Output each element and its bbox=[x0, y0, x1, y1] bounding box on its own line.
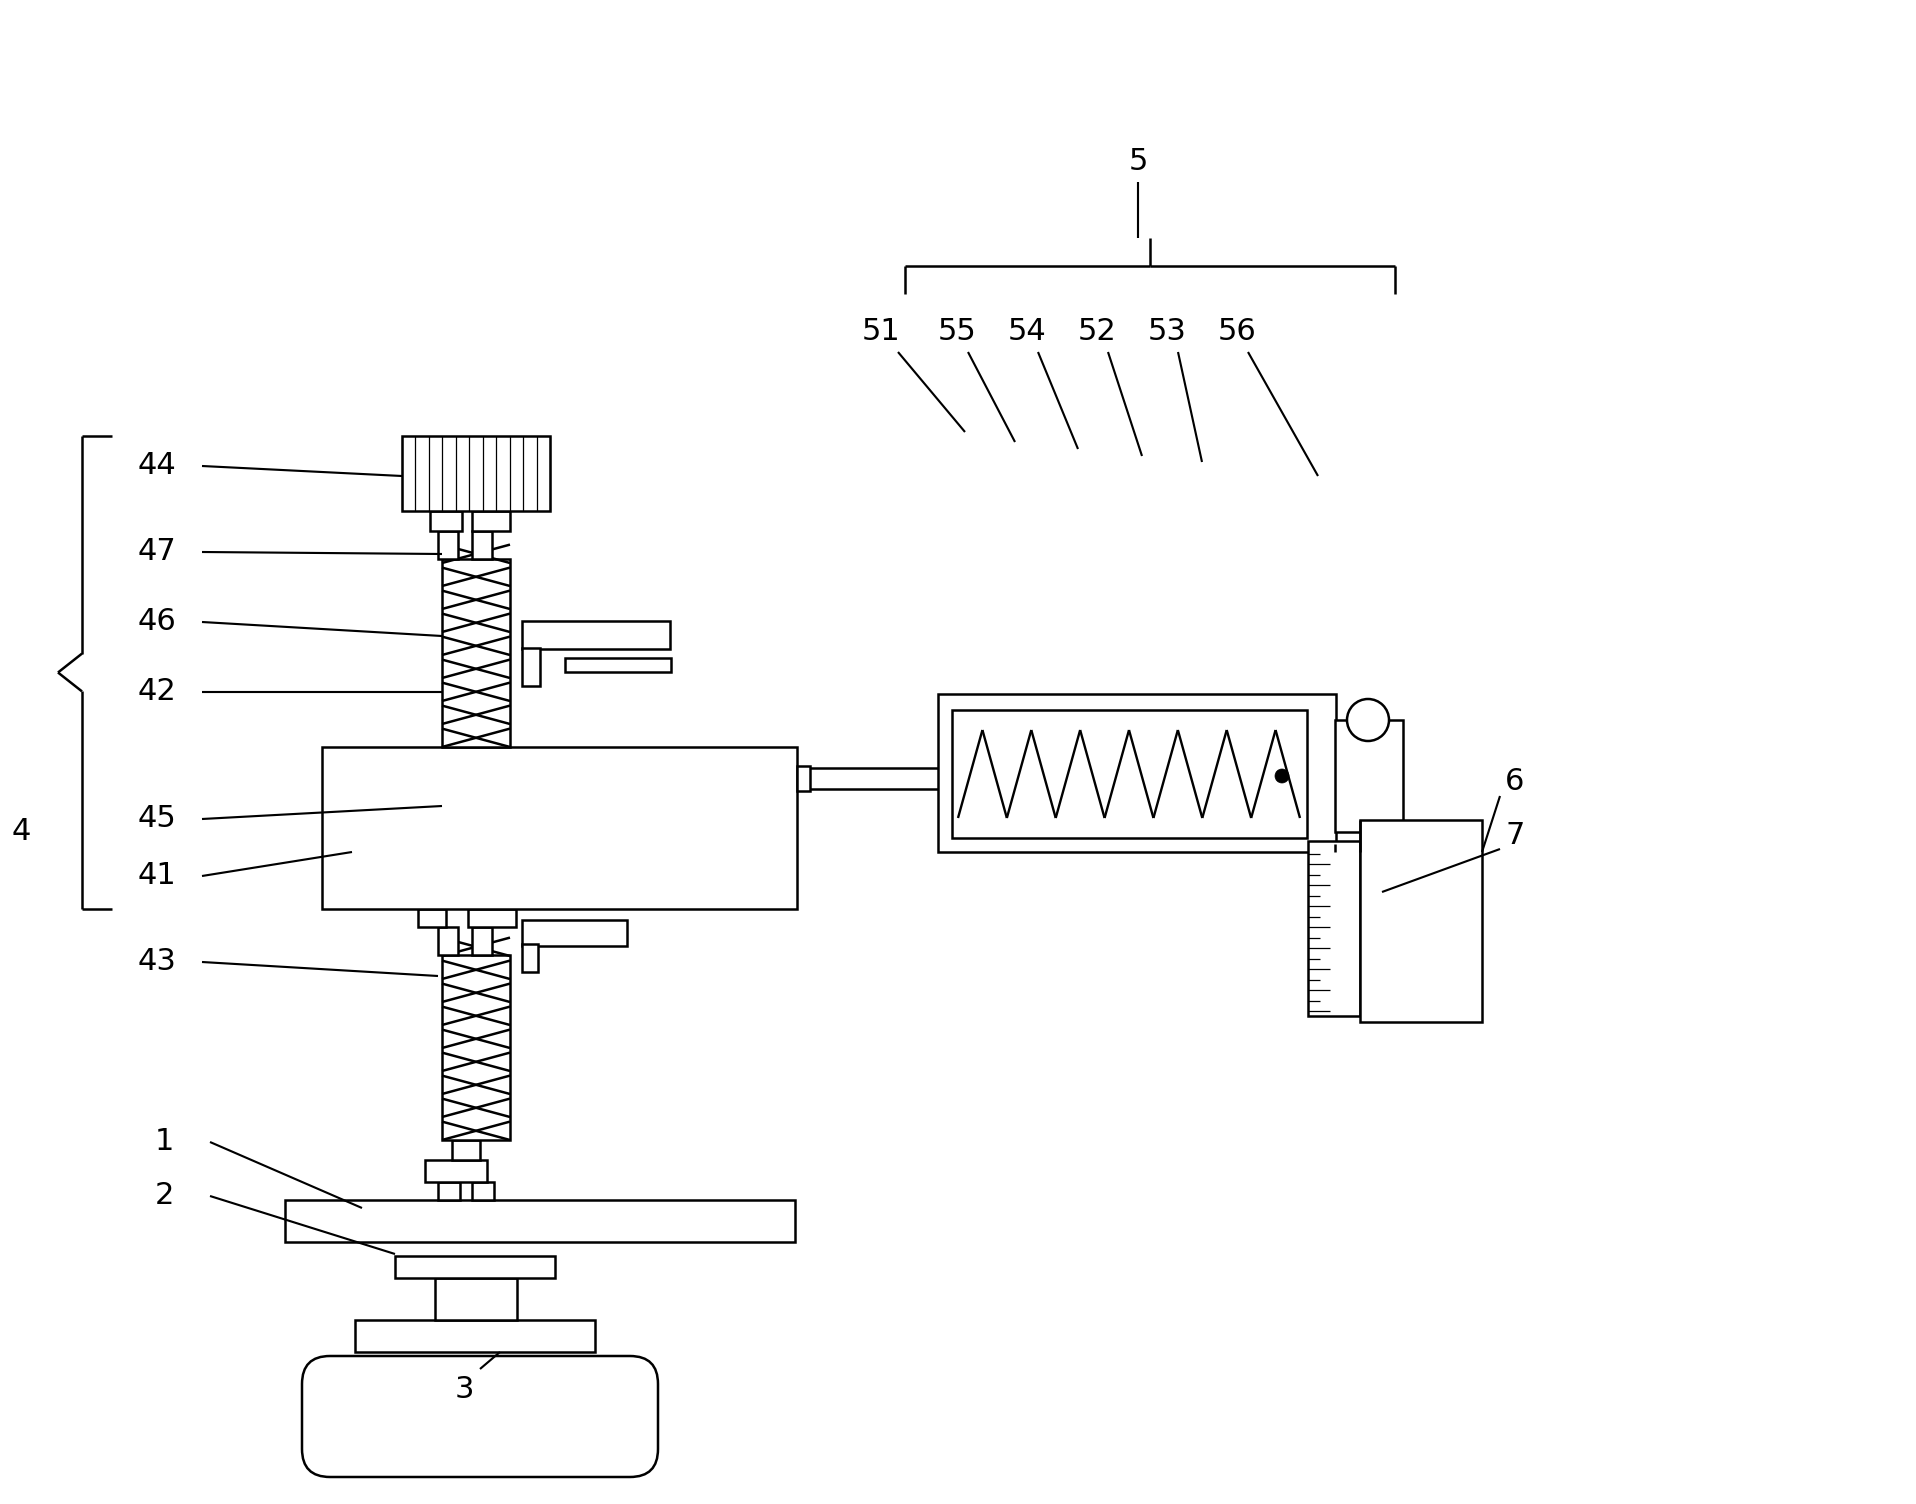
Text: 3: 3 bbox=[454, 1375, 475, 1403]
Bar bbox=[797, 766, 810, 791]
Text: 2: 2 bbox=[155, 1182, 174, 1211]
Text: 1: 1 bbox=[155, 1128, 174, 1157]
Text: 7: 7 bbox=[1504, 821, 1525, 850]
Bar bbox=[1360, 820, 1481, 1023]
Bar bbox=[435, 1278, 517, 1321]
Text: 45: 45 bbox=[138, 805, 176, 833]
Circle shape bbox=[1347, 699, 1389, 741]
Bar bbox=[471, 1182, 494, 1200]
Bar bbox=[939, 693, 1335, 851]
Bar bbox=[439, 926, 458, 955]
Text: 51: 51 bbox=[862, 317, 901, 346]
Text: 54: 54 bbox=[1008, 317, 1046, 346]
Bar bbox=[952, 710, 1307, 838]
Bar bbox=[468, 908, 515, 926]
Bar bbox=[395, 1256, 556, 1278]
Text: 42: 42 bbox=[138, 677, 176, 707]
Bar bbox=[439, 1182, 460, 1200]
Text: 55: 55 bbox=[939, 317, 977, 346]
Bar bbox=[443, 559, 510, 747]
Text: 53: 53 bbox=[1148, 317, 1186, 346]
Text: 56: 56 bbox=[1219, 317, 1257, 346]
Bar bbox=[471, 531, 492, 559]
Bar bbox=[402, 436, 550, 511]
Circle shape bbox=[1274, 769, 1289, 784]
Text: 41: 41 bbox=[138, 862, 176, 890]
Bar bbox=[443, 955, 510, 1140]
Bar bbox=[425, 1160, 487, 1182]
Bar bbox=[521, 945, 538, 972]
Bar bbox=[429, 511, 462, 531]
Bar bbox=[439, 531, 458, 559]
Bar bbox=[521, 648, 540, 686]
Text: 5: 5 bbox=[1129, 147, 1148, 176]
Bar bbox=[471, 926, 492, 955]
Bar bbox=[521, 621, 671, 650]
Bar bbox=[285, 1200, 795, 1242]
Bar bbox=[565, 657, 671, 672]
Bar bbox=[471, 511, 510, 531]
Text: 44: 44 bbox=[138, 451, 176, 480]
Bar bbox=[322, 747, 797, 908]
Text: 6: 6 bbox=[1504, 767, 1525, 797]
Bar bbox=[354, 1321, 596, 1352]
Bar bbox=[1309, 841, 1360, 1017]
Bar bbox=[418, 908, 446, 926]
Text: 46: 46 bbox=[138, 608, 176, 636]
Text: 52: 52 bbox=[1079, 317, 1117, 346]
Bar bbox=[1335, 720, 1403, 832]
Text: 47: 47 bbox=[138, 537, 176, 567]
Text: 4: 4 bbox=[11, 818, 31, 847]
Text: 43: 43 bbox=[138, 948, 176, 976]
FancyBboxPatch shape bbox=[303, 1357, 657, 1477]
Bar bbox=[521, 920, 627, 946]
Bar bbox=[452, 1140, 481, 1160]
